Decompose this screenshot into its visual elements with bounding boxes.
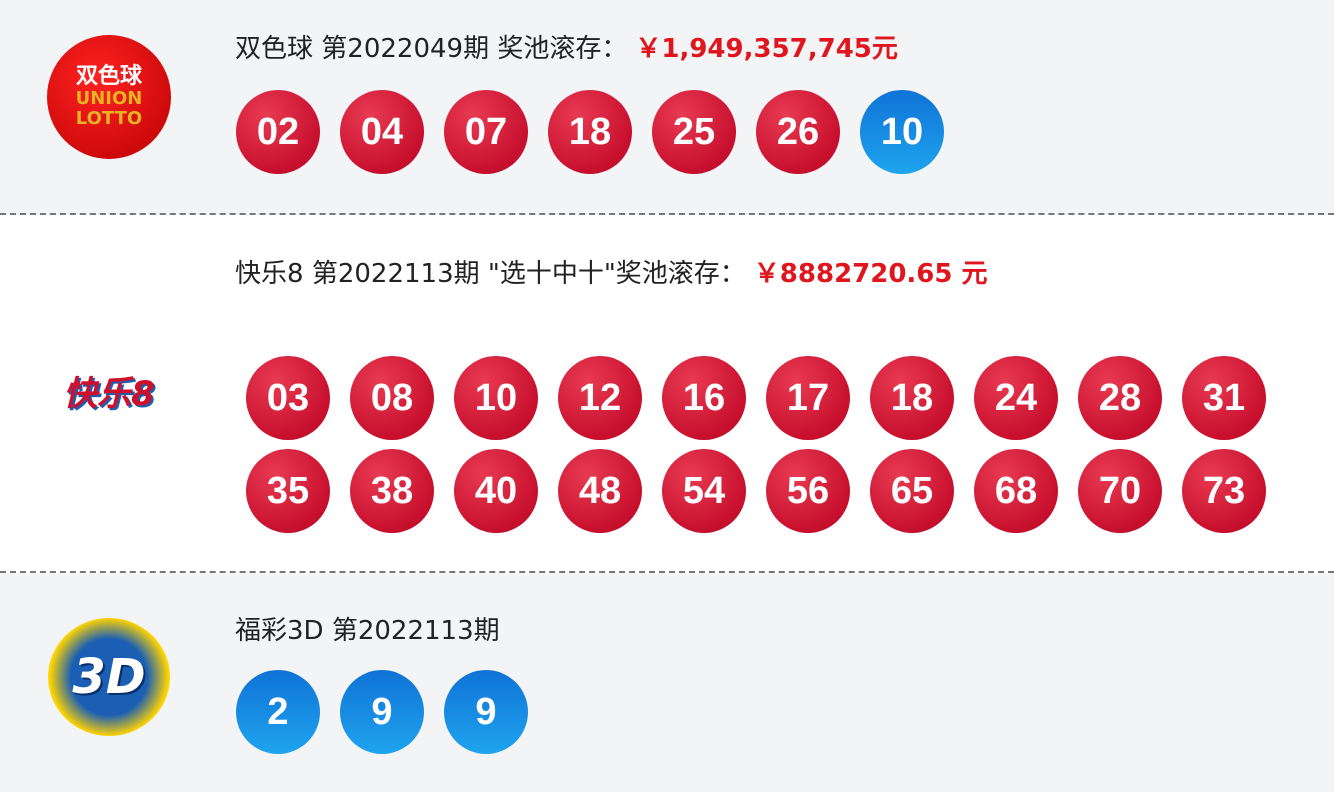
- red-ball: 16: [662, 356, 746, 440]
- red-ball: 28: [1078, 356, 1162, 440]
- red-ball: 54: [662, 449, 746, 533]
- pool-label: 奖池滚存：: [497, 34, 628, 64]
- red-ball: 73: [1182, 449, 1266, 533]
- kl8-title: 快乐8 第2022113期 "选十中十"奖池滚存： ￥8882720.65 元: [235, 253, 988, 290]
- red-ball: 02: [236, 90, 320, 174]
- red-ball: 48: [558, 449, 642, 533]
- red-ball: 12: [558, 356, 642, 440]
- red-ball: 26: [756, 90, 840, 174]
- pool-amount: ￥8882720.65 元: [753, 259, 988, 289]
- red-ball: 10: [454, 356, 538, 440]
- lottery-name: 快乐8: [235, 259, 304, 289]
- red-ball: 25: [652, 90, 736, 174]
- pool-amount: ￥1,949,357,745元: [635, 34, 898, 64]
- red-ball: 18: [548, 90, 632, 174]
- blue-ball: 10: [860, 90, 944, 174]
- red-ball: 56: [766, 449, 850, 533]
- red-ball: 38: [350, 449, 434, 533]
- red-ball: 35: [246, 449, 330, 533]
- issue-number: 第2022113期: [331, 616, 500, 646]
- red-ball: 08: [350, 356, 434, 440]
- fc3d-logo: 3D: [48, 618, 170, 736]
- red-ball: 17: [766, 356, 850, 440]
- issue-number: 第2022113期: [311, 259, 480, 289]
- blue-ball: 9: [444, 670, 528, 754]
- fc3d-title: 福彩3D 第2022113期: [235, 610, 500, 647]
- red-ball: 31: [1182, 356, 1266, 440]
- red-ball: 65: [870, 449, 954, 533]
- kl8-section: 快乐8 快乐8 第2022113期 "选十中十"奖池滚存： ￥8882720.65…: [0, 215, 1334, 573]
- lottery-name: 福彩3D: [235, 616, 324, 646]
- red-ball: 40: [454, 449, 538, 533]
- red-ball: 24: [974, 356, 1058, 440]
- red-ball: 07: [444, 90, 528, 174]
- red-ball: 18: [870, 356, 954, 440]
- issue-number: 第2022049期: [321, 34, 490, 64]
- kl8-logo: 快乐8: [63, 373, 155, 414]
- red-ball: 04: [340, 90, 424, 174]
- blue-ball: 2: [236, 670, 320, 754]
- red-ball: 03: [246, 356, 330, 440]
- ssq-section: 双色球 UNION LOTTO 双色球 第2022049期 奖池滚存： ￥1,949,…: [0, 0, 1334, 215]
- pool-label: "选十中十"奖池滚存：: [487, 259, 746, 289]
- red-ball: 68: [974, 449, 1058, 533]
- red-ball: 70: [1078, 449, 1162, 533]
- ssq-title: 双色球 第2022049期 奖池滚存： ￥1,949,357,745元: [235, 28, 898, 65]
- blue-ball: 9: [340, 670, 424, 754]
- ssq-logo: 双色球 UNION LOTTO: [47, 35, 171, 159]
- lottery-name: 双色球: [235, 34, 314, 64]
